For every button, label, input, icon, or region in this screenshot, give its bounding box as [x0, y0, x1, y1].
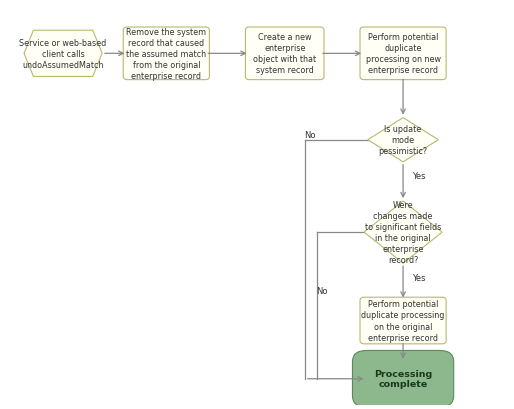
Polygon shape — [364, 202, 442, 264]
Text: Create a new
enterprise
object with that
system record: Create a new enterprise object with that… — [253, 33, 316, 75]
Text: Perform potential
duplicate
processing on new
enterprise record: Perform potential duplicate processing o… — [365, 33, 440, 75]
FancyBboxPatch shape — [360, 28, 446, 81]
Text: Remove the system
record that caused
the assumed match
from the original
enterpr: Remove the system record that caused the… — [126, 27, 207, 81]
Text: Processing
complete: Processing complete — [374, 369, 432, 389]
Text: No: No — [316, 286, 327, 295]
Text: Yes: Yes — [412, 172, 426, 181]
FancyBboxPatch shape — [360, 297, 446, 344]
FancyBboxPatch shape — [245, 28, 324, 81]
FancyBboxPatch shape — [123, 28, 209, 81]
Text: No: No — [304, 131, 316, 140]
Polygon shape — [24, 31, 102, 77]
Text: Were
changes made
to significant fields
in the original
enterprise
record?: Were changes made to significant fields … — [365, 200, 441, 265]
FancyBboxPatch shape — [353, 351, 454, 407]
Polygon shape — [368, 118, 438, 162]
Text: Service or web-based
client calls
undoAssumedMatch: Service or web-based client calls undoAs… — [20, 38, 107, 70]
Text: Perform potential
duplicate processing
on the original
enterprise record: Perform potential duplicate processing o… — [361, 300, 445, 342]
Text: Yes: Yes — [412, 273, 426, 282]
Text: Is update
mode
pessimistic?: Is update mode pessimistic? — [378, 125, 428, 156]
